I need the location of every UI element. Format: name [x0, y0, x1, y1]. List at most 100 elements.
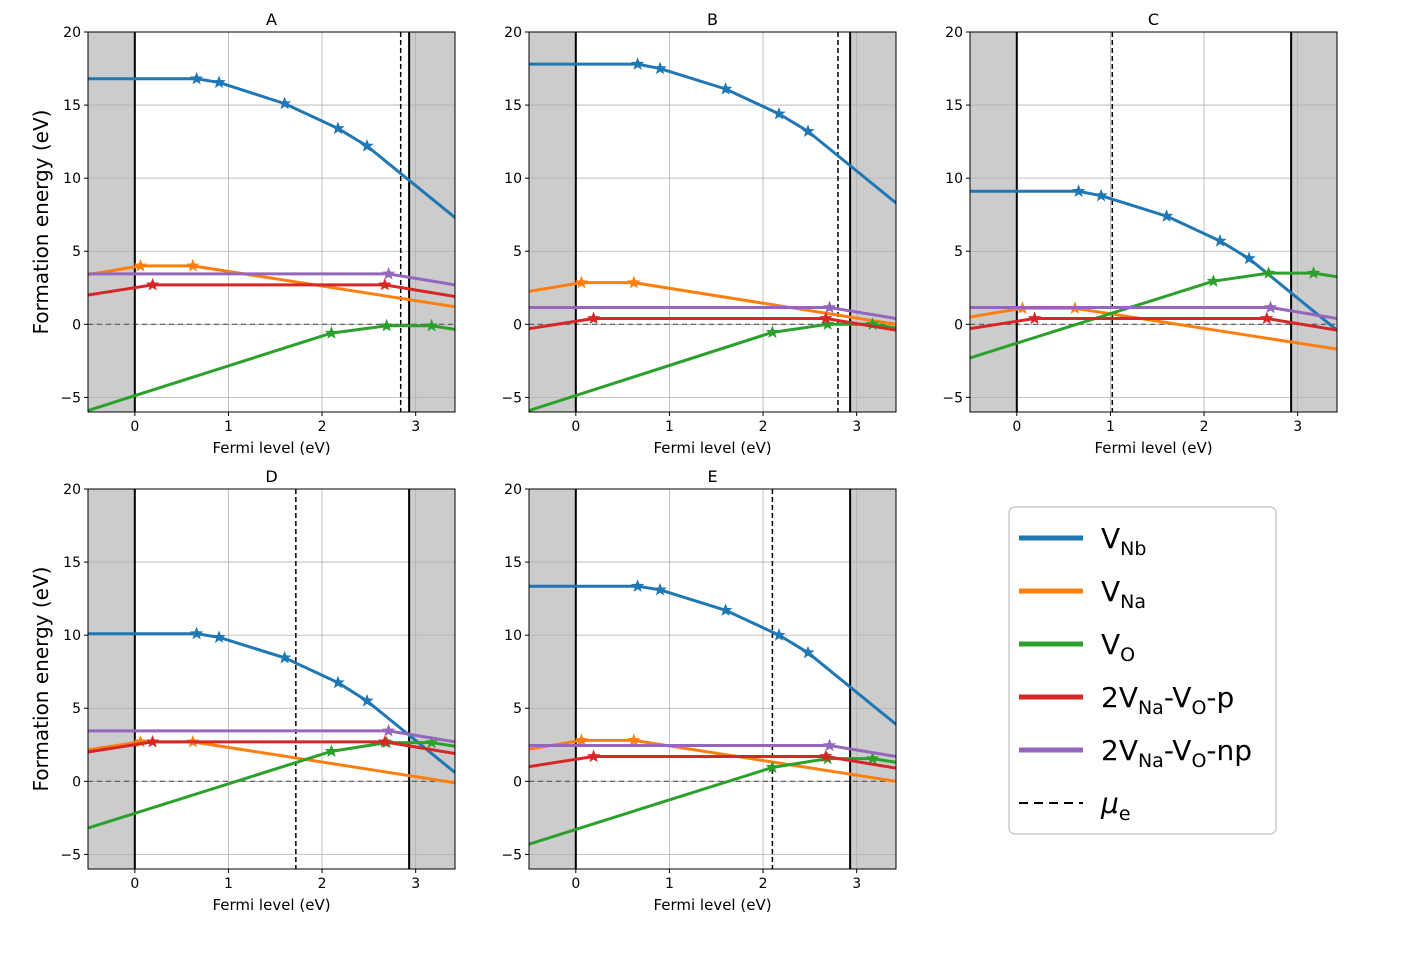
x-tick-label: 1: [665, 876, 674, 892]
transition-level-star-VNb: [630, 579, 645, 592]
transition-level-star-VNb: [772, 106, 786, 120]
transition-level-star-VNa: [574, 733, 589, 747]
transition-level-star-VO: [1306, 266, 1321, 279]
series-line-2VNa-VO-np: [529, 744, 896, 758]
x-axis-label: Fermi level (eV): [653, 896, 771, 914]
transition-level-star-VO: [865, 751, 880, 765]
x-tick-label: 2: [759, 876, 768, 892]
x-tick-label: 0: [1012, 419, 1021, 435]
legend-label-part: -V: [1164, 734, 1192, 767]
axes-frame: [87, 31, 456, 413]
y-tick-label: 5: [513, 701, 522, 717]
transition-level-star-2VNa-VO-p: [145, 734, 160, 748]
transition-level-star-VNb: [212, 75, 226, 89]
panel-A: 0 1 2 3 −5 0 5 10 15 20 A Fermi level (eV) Formation…: [29, 10, 456, 457]
legend-label-part: V: [1101, 628, 1120, 661]
transition-level-star-VO: [821, 317, 835, 330]
transition-level-star-VO: [1206, 274, 1221, 287]
legend-label-subscript: O: [1191, 750, 1206, 772]
x-tick-label: 1: [224, 419, 233, 435]
transition-level-star-2VNa-VO-p: [819, 311, 833, 325]
transition-level-star-2VNa-VO-p: [378, 277, 392, 291]
series-line-VNa: [88, 740, 455, 785]
y-tick-label: 5: [513, 244, 522, 260]
transition-level-star-VNb: [630, 57, 645, 70]
x-axis-label: Fermi level (eV): [212, 439, 330, 457]
transition-level-star-VO: [1262, 266, 1276, 279]
transition-level-star-2VNa-VO-p: [819, 749, 833, 763]
shaded-region-right: [850, 32, 896, 412]
transition-level-star-VNb: [189, 626, 204, 640]
transition-level-star-VNb: [1242, 251, 1256, 265]
x-tick-label: 3: [1293, 419, 1302, 435]
x-axis-label: Fermi level (eV): [212, 896, 330, 914]
series-line-2VNa-VO-p: [970, 316, 1337, 332]
legend-label-subscript: Na: [1138, 750, 1164, 772]
transition-level-star-VO: [324, 326, 339, 339]
axes-frame: [528, 31, 897, 413]
legend-label-subscript: Nb: [1120, 538, 1146, 560]
legend-label-subscript: O: [1191, 697, 1206, 719]
x-tick-label: 3: [852, 419, 861, 435]
series-line-VNa: [970, 306, 1337, 351]
y-tick-label: 5: [72, 244, 81, 260]
transition-level-star-VNb: [331, 675, 345, 689]
transition-level-star-VNa: [133, 258, 148, 272]
transition-level-star-VNa: [186, 258, 200, 272]
x-tick-label: 2: [759, 419, 768, 435]
transition-level-star-VO: [424, 318, 439, 332]
panel-title: A: [266, 10, 277, 29]
series-group: [970, 184, 1337, 360]
x-tick-label: 3: [411, 419, 420, 435]
shaded-region-right: [850, 489, 896, 869]
series-group: [88, 626, 455, 830]
legend-label-part: V: [1101, 522, 1120, 555]
y-tick-label: 20: [945, 25, 963, 41]
y-tick-label: 10: [504, 628, 522, 644]
x-tick-label: 0: [571, 419, 580, 435]
transition-level-star-VNb: [718, 82, 733, 95]
y-tick-label: 10: [63, 628, 81, 644]
transition-level-star-VNb: [360, 693, 374, 707]
x-tick-label: 0: [571, 876, 580, 892]
transition-level-star-2VNa-VO-p: [378, 734, 392, 748]
legend-label-2VNa-VO-np: 2VNa​-VO​-np: [1101, 734, 1252, 772]
legend: VNb​ VNa​ VO​ 2VNa​-VO​-p 2VNa​-VO​-np μe​: [1008, 506, 1277, 835]
shaded-region-right: [409, 489, 455, 869]
transition-level-star-2VNa-VO-np: [822, 738, 837, 752]
transition-level-star-VNb: [772, 628, 786, 641]
transition-level-star-VNb: [189, 71, 204, 85]
x-tick-label: 2: [1200, 419, 1209, 435]
transition-level-star-VNb: [653, 61, 667, 75]
shaded-region-left: [529, 32, 576, 412]
transition-level-star-VNa: [627, 733, 641, 747]
transition-level-star-VO: [865, 317, 880, 330]
x-tick-label: 3: [411, 876, 420, 892]
y-axis-label: Formation energy (eV): [29, 567, 53, 792]
panel-C: 0 1 2 3 −5 0 5 10 15 20 C Fermi level (eV): [942, 10, 1338, 457]
series-line-VNb: [529, 584, 896, 726]
legend-label-mu_e: μe​: [1100, 787, 1131, 825]
legend-label-part: V: [1101, 575, 1120, 608]
transition-level-star-VNb: [1071, 184, 1086, 197]
y-tick-label: 0: [513, 774, 522, 790]
x-tick-label: 1: [224, 876, 233, 892]
x-tick-label: 0: [130, 876, 139, 892]
y-tick-label: 0: [954, 317, 963, 333]
panel-B: 0 1 2 3 −5 0 5 10 15 20 B Fermi level (eV): [501, 10, 897, 457]
series-line-2VNa-VO-p: [529, 316, 896, 332]
y-tick-label: 15: [63, 555, 81, 571]
transition-level-star-2VNa-VO-p: [1260, 311, 1274, 325]
x-tick-label: 2: [318, 876, 327, 892]
transition-level-star-2VNa-VO-p: [586, 749, 601, 763]
transition-level-star-VNb: [1213, 234, 1227, 247]
transition-level-star-VO: [424, 735, 439, 749]
y-tick-label: 10: [63, 171, 81, 187]
panel-title: C: [1148, 10, 1159, 29]
panel-title: D: [265, 467, 277, 486]
transition-level-star-VO: [765, 760, 780, 774]
legend-label-part: 2V: [1101, 681, 1138, 714]
series-line-VNb: [529, 62, 896, 205]
